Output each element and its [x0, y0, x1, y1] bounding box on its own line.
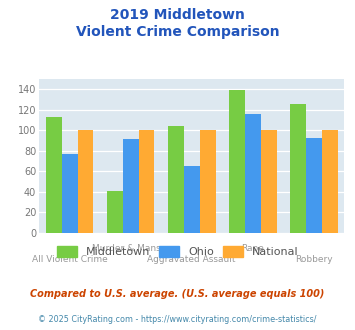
Bar: [77, 130, 93, 233]
Bar: [138, 130, 154, 233]
Text: Murder & Mans...: Murder & Mans...: [92, 244, 169, 253]
Legend: Middletown, Ohio, National: Middletown, Ohio, National: [53, 242, 302, 262]
Bar: [200, 130, 215, 233]
Text: Robbery: Robbery: [295, 255, 333, 264]
Bar: [46, 117, 62, 233]
Bar: [62, 154, 77, 233]
Bar: [229, 90, 245, 233]
Text: Aggravated Assault: Aggravated Assault: [147, 255, 236, 264]
Bar: [306, 138, 322, 233]
Bar: [322, 130, 338, 233]
Bar: [261, 130, 277, 233]
Bar: [107, 191, 123, 233]
Bar: [123, 139, 138, 233]
Bar: [184, 166, 200, 233]
Text: All Violent Crime: All Violent Crime: [32, 255, 108, 264]
Text: 2019 Middletown: 2019 Middletown: [110, 8, 245, 22]
Bar: [168, 126, 184, 233]
Text: © 2025 CityRating.com - https://www.cityrating.com/crime-statistics/: © 2025 CityRating.com - https://www.city…: [38, 315, 317, 324]
Text: Violent Crime Comparison: Violent Crime Comparison: [76, 25, 279, 39]
Bar: [290, 104, 306, 233]
Bar: [245, 114, 261, 233]
Text: Rape: Rape: [241, 244, 264, 253]
Text: Compared to U.S. average. (U.S. average equals 100): Compared to U.S. average. (U.S. average …: [30, 289, 325, 299]
